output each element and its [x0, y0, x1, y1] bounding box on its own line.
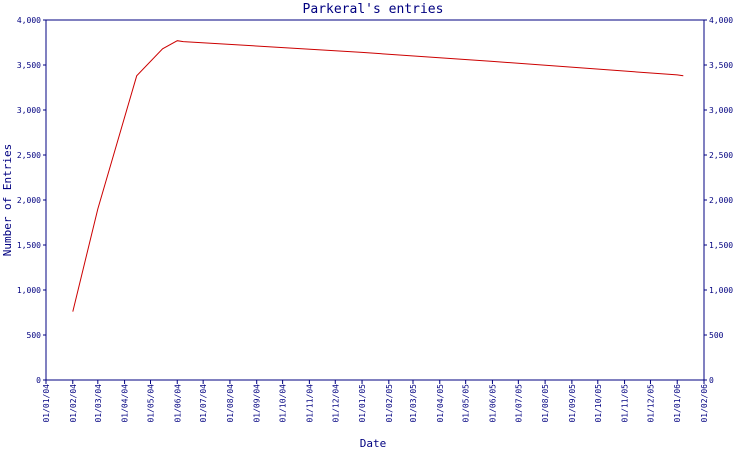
x-tick-label: 01/12/04	[331, 384, 340, 423]
x-tick-label: 01/02/05	[385, 384, 394, 423]
y-tick-label-right: 500	[709, 331, 724, 340]
x-tick-label: 01/08/05	[541, 384, 550, 423]
chart-title: Parkeral's entries	[303, 2, 444, 17]
y-axis-label: Number of Entries	[1, 144, 14, 257]
x-tick-label: 01/11/05	[621, 384, 630, 423]
x-tick-label: 01/05/05	[462, 384, 471, 423]
series-line	[72, 40, 684, 312]
y-tick-label-left: 0	[36, 376, 41, 385]
x-tick-label: 01/10/04	[279, 384, 288, 423]
y-tick-label-left: 2,500	[17, 151, 41, 160]
x-tick-label: 01/01/05	[358, 384, 367, 423]
x-tick-label: 01/11/04	[305, 384, 314, 423]
y-tick-label-right: 3,500	[709, 61, 733, 70]
x-tick-label: 01/07/05	[514, 384, 523, 423]
x-tick-label: 01/10/05	[594, 384, 603, 423]
x-tick-label: 01/05/04	[146, 384, 155, 423]
x-tick-label: 01/09/05	[568, 384, 577, 423]
y-tick-label-right: 1,000	[709, 286, 733, 295]
x-tick-label: 01/12/05	[646, 384, 655, 423]
x-tick-label: 01/06/05	[488, 384, 497, 423]
x-tick-label: 01/02/04	[69, 384, 78, 423]
y-tick-label-right: 0	[709, 376, 714, 385]
x-tick-label: 01/04/05	[436, 384, 445, 423]
x-tick-label: 01/07/04	[199, 384, 208, 423]
x-tick-label: 01/06/04	[173, 384, 182, 423]
x-tick-label: 01/09/04	[253, 384, 262, 423]
x-tick-label: 01/08/04	[226, 384, 235, 423]
y-tick-label-right: 3,000	[709, 106, 733, 115]
x-tick-label: 01/04/04	[121, 384, 130, 423]
y-tick-label-right: 2,000	[709, 196, 733, 205]
y-tick-label-left: 1,000	[17, 286, 41, 295]
x-axis-label: Date	[360, 437, 387, 450]
y-tick-label-right: 2,500	[709, 151, 733, 160]
y-tick-label-left: 500	[27, 331, 42, 340]
y-tick-label-left: 3,500	[17, 61, 41, 70]
x-tick-label: 01/03/05	[409, 384, 418, 423]
x-tick-label: 01/03/04	[94, 384, 103, 423]
y-tick-label-right: 1,500	[709, 241, 733, 250]
y-tick-label-left: 2,000	[17, 196, 41, 205]
x-tick-label: 01/01/04	[42, 384, 51, 423]
y-tick-label-left: 1,500	[17, 241, 41, 250]
y-tick-label-right: 4,000	[709, 16, 733, 25]
plot-area: 0 0 500 500 1,000 1,000 1,500 1,500 2,000 2,000 2,…	[17, 16, 733, 423]
y-tick-label-left: 3,000	[17, 106, 41, 115]
x-tick-label: 01/02/06	[700, 384, 709, 423]
x-tick-label: 01/01/06	[673, 384, 682, 423]
y-tick-label-left: 4,000	[17, 16, 41, 25]
